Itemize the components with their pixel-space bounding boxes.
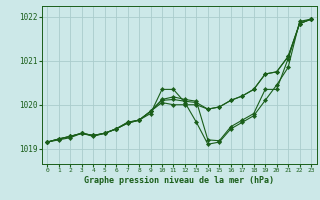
X-axis label: Graphe pression niveau de la mer (hPa): Graphe pression niveau de la mer (hPa) [84,176,274,185]
